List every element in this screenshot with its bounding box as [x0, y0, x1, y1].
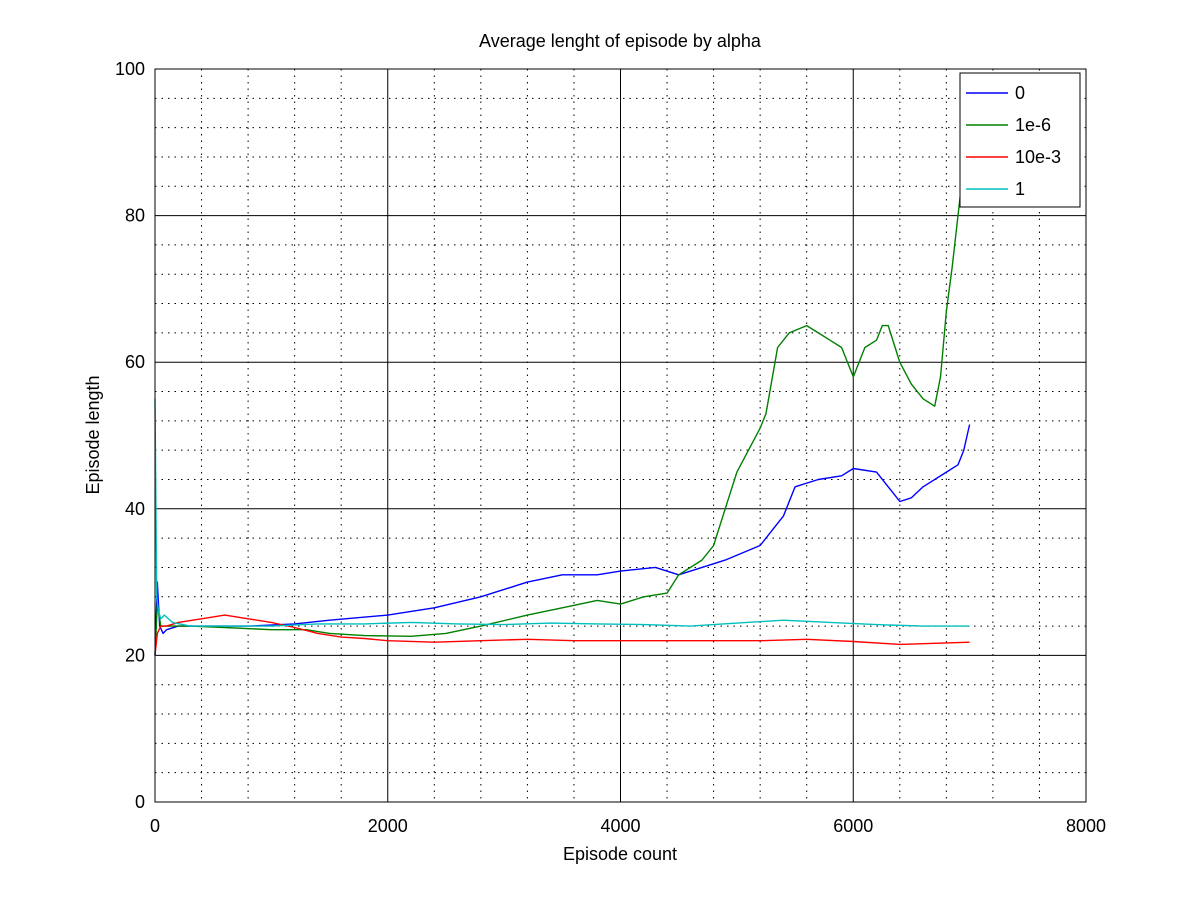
x-tick-label: 0 [150, 816, 160, 836]
legend-box [959, 72, 1081, 208]
plot-area-frame [154, 68, 1087, 803]
x-axis-label: Episode count [563, 844, 677, 864]
y-tick-label: 100 [115, 59, 145, 79]
grid [155, 69, 1086, 802]
x-tick-label: 2000 [368, 816, 408, 836]
series-line-1e-6 [154, 156, 971, 656]
y-tick-label: 40 [125, 499, 145, 519]
series-line-1 [154, 398, 970, 627]
chart-title: Average lenght of episode by alpha [479, 31, 762, 51]
legend: 0 1e-6 10e-3 1 [959, 72, 1081, 208]
legend-items: 0 1e-6 10e-3 1 [966, 83, 1061, 199]
series-line-0 [154, 424, 971, 656]
y-tick-label: 80 [125, 206, 145, 226]
legend-label: 1e-6 [1015, 115, 1051, 135]
series-line-10e-3 [154, 614, 970, 656]
legend-label: 10e-3 [1015, 147, 1061, 167]
y-tick-label: 60 [125, 352, 145, 372]
y-tick-label: 0 [135, 792, 145, 812]
x-tick-label: 8000 [1066, 816, 1106, 836]
series-lines [154, 156, 971, 656]
y-axis-ticks: 0 20 40 60 80 100 [115, 59, 145, 812]
y-axis-label: Episode length [83, 375, 103, 494]
legend-label: 0 [1015, 83, 1025, 103]
x-axis-ticks: 0 2000 4000 6000 8000 [150, 816, 1106, 836]
x-tick-label: 4000 [600, 816, 640, 836]
x-tick-label: 6000 [833, 816, 873, 836]
legend-label: 1 [1015, 179, 1025, 199]
y-tick-label: 20 [125, 645, 145, 665]
